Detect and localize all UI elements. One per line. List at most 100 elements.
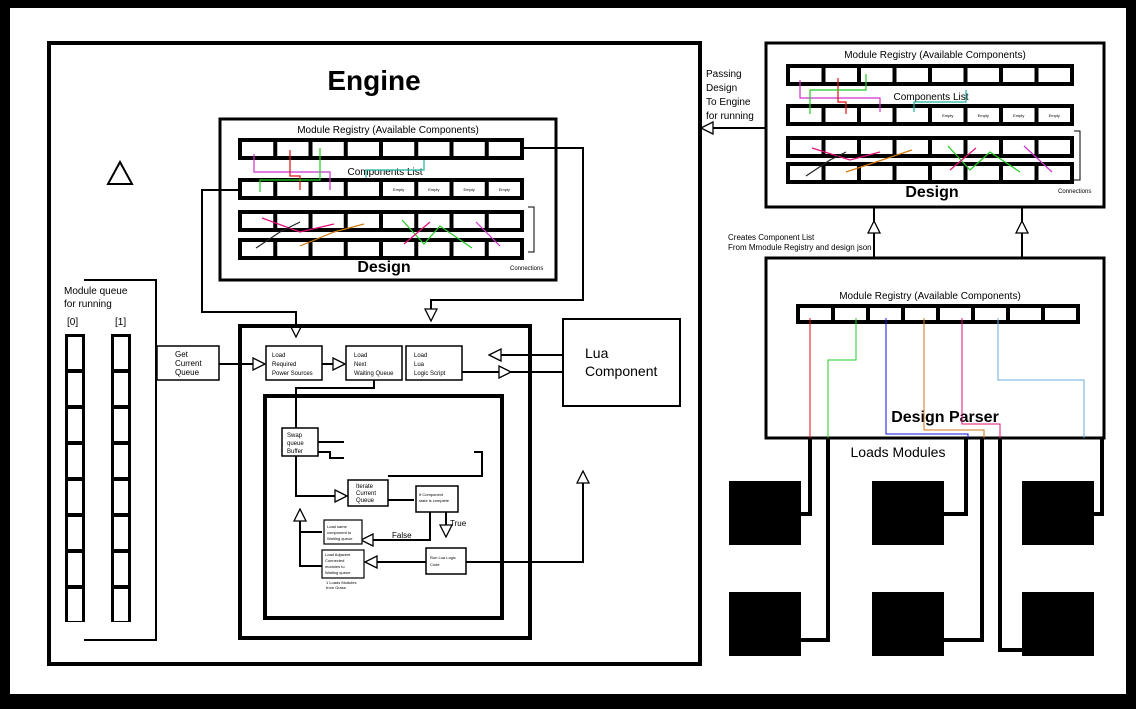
row-cell [940, 308, 971, 320]
row-cell [870, 308, 901, 320]
queue-column-1 [111, 334, 131, 622]
row-cell [242, 214, 274, 228]
if-complete-1: If Component [419, 492, 444, 497]
engine-design-wires [253, 148, 501, 249]
design-parser-title: Design Parser [891, 409, 999, 426]
row-cell [277, 182, 309, 196]
row-cell [825, 68, 857, 82]
wire [255, 221, 301, 249]
load-lua-2: Lua [414, 362, 425, 368]
load-same-3: Waiting queue [327, 536, 353, 541]
swap-buffer-1: Swap [287, 433, 303, 439]
row-bar [238, 238, 524, 260]
design-components-list-title: Components List [893, 92, 968, 103]
queue-slot [68, 409, 82, 441]
wire [259, 148, 321, 192]
row-cell [800, 308, 831, 320]
queue-label-1: [1] [115, 317, 126, 328]
row-cell [896, 166, 928, 180]
load-adjacent-note-2: from Grass [326, 585, 346, 590]
row-cell [453, 242, 485, 256]
module-block [872, 592, 944, 656]
passing-design-1: Passing [706, 69, 742, 80]
load-power-1: Load [272, 353, 285, 359]
iterate-queue-3: Queue [356, 498, 375, 504]
get-current-queue-1: Get [175, 350, 189, 359]
row-bar [238, 138, 524, 160]
engine-loop: Load Required Power Sources Load Next Wa… [238, 324, 583, 640]
queue-slot [114, 481, 128, 513]
row-cell [1010, 308, 1041, 320]
queue-slot [114, 409, 128, 441]
load-lua-1: Load [414, 353, 427, 359]
wire [299, 223, 365, 247]
row-bar [238, 210, 524, 232]
load-next-3: Waiting Queue [354, 371, 394, 377]
passing-design-2: Design [706, 83, 737, 94]
queue-slot [114, 337, 128, 369]
cell-label: Empty [1013, 113, 1024, 118]
wire [805, 151, 847, 177]
module-lead [944, 438, 968, 516]
module-block [729, 592, 801, 656]
row-cell [861, 108, 893, 122]
wire [1023, 145, 1053, 173]
wire [401, 219, 473, 249]
row-cell [896, 108, 928, 122]
queue-slot [68, 517, 82, 549]
row-cell [1038, 140, 1070, 154]
row-cell [277, 142, 309, 156]
row-cell [1038, 166, 1070, 180]
load-adjacent-note-1: 1 Loads Modules [326, 580, 356, 585]
engine-registry-title: Module Registry (Available Components) [297, 125, 479, 136]
iterate-queue-1: Iterate [356, 484, 374, 490]
false-label: False [392, 531, 412, 540]
row-cell [1038, 68, 1070, 82]
row-cell [861, 166, 893, 180]
load-power-3: Power Sources [272, 371, 313, 377]
row-cell [790, 140, 822, 154]
queue-slot [114, 373, 128, 405]
load-lua-3: Logic Script [414, 371, 446, 377]
wire [261, 217, 335, 233]
cell-label: Empty [463, 187, 474, 192]
engine-components-row: Empty Empty Empty Empty [238, 178, 524, 200]
row-cell [488, 242, 520, 256]
wire [949, 147, 977, 171]
row-bar [796, 304, 1080, 324]
wire [947, 145, 1021, 173]
row-cell [488, 142, 520, 156]
row-cell [967, 68, 999, 82]
row-cell [488, 214, 520, 228]
wire [923, 318, 985, 438]
load-lua-box [405, 345, 463, 381]
module-queue-title-1: Module queue [64, 286, 128, 297]
row-cell [1003, 108, 1035, 122]
row-bar [786, 64, 1074, 86]
passing-design-3: To Engine [706, 97, 751, 108]
row-cell [932, 68, 964, 82]
queue-slot [68, 373, 82, 405]
load-next-2: Next [354, 362, 367, 368]
queue-slot [68, 337, 82, 369]
queue-bar [111, 334, 131, 622]
row-cell [825, 166, 857, 180]
row-cell [825, 140, 857, 154]
queue-bar [65, 334, 85, 622]
row-cell [383, 142, 415, 156]
module-queue: Module queue for running [0] [1] [64, 279, 157, 641]
row-cell [312, 182, 344, 196]
queue-bracket [84, 279, 157, 641]
true-label: True [450, 519, 467, 528]
load-same-1: Load same [327, 524, 348, 529]
wire [365, 160, 425, 178]
get-current-queue-2: Current [175, 359, 202, 368]
module-lead [998, 438, 1022, 652]
wire [827, 318, 857, 438]
row-cell [1038, 108, 1070, 122]
row-cell [932, 166, 964, 180]
cell-label: Empty [393, 187, 404, 192]
wire [811, 147, 881, 161]
row-cell [277, 214, 309, 228]
